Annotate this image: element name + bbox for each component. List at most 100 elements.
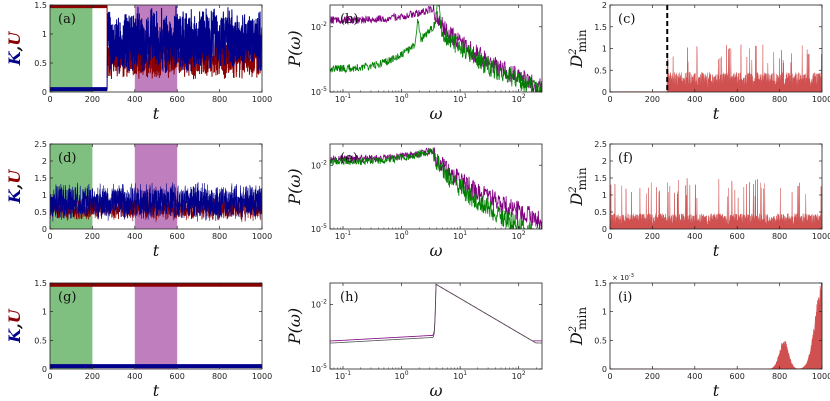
x-tick-label-exp: 1 [463, 370, 467, 377]
x-tick-label-base: 10 [395, 95, 405, 104]
x-tick-label: 400 [127, 232, 142, 241]
y-tick-label: 0.5 [594, 336, 607, 345]
panel-label: (e) [340, 151, 358, 166]
y-axis-label: P(ω) [285, 308, 304, 345]
x-tick-label: 1000 [812, 372, 830, 381]
axes-frame [49, 4, 263, 93]
x-tick-label: 600 [730, 232, 745, 241]
x-tick-label: 800 [212, 372, 227, 381]
x-tick-label: 800 [212, 95, 227, 104]
x-tick-label-base: 10 [453, 232, 463, 241]
panel-a: 0 200 400 600 800 1000 0 0.5 1 1.5 (a) t K,U [5, 1, 272, 123]
panel-g-plot [50, 283, 262, 369]
x-tick-label: 600 [730, 372, 745, 381]
spectrum-green-line [330, 147, 541, 229]
x-tick-label-base: 10 [335, 372, 345, 381]
y-label-sep: , [5, 184, 24, 191]
x-tick-label: 400 [687, 232, 702, 241]
y-tick-label-exp: -2 [321, 21, 327, 28]
y-label-sep: , [5, 46, 24, 53]
axes-frame [329, 4, 543, 93]
x-tick-label: 0 [47, 95, 52, 104]
y-label-U: U [5, 31, 24, 46]
y-axis-label: P(ω) [285, 30, 304, 67]
y-tick-label: 1.5 [34, 174, 47, 183]
x-tick-label: 102 [512, 93, 526, 104]
y-tick-label: 1.5 [594, 23, 607, 32]
panel-h-plot [330, 283, 542, 344]
y-tick-label: 0.5 [594, 208, 607, 217]
x-tick-label: 400 [127, 95, 142, 104]
y-tick-label: 1.5 [34, 279, 47, 288]
x-tick-label: 200 [85, 95, 100, 104]
panel-d-plot [50, 144, 262, 229]
band-green [50, 283, 93, 369]
x-tick-label: 101 [453, 230, 467, 241]
band-green [50, 5, 93, 92]
x-axis-label: t [153, 104, 160, 123]
y-tick-label: 1.5 [34, 1, 47, 10]
y-tick-label: 10-5 [311, 223, 327, 234]
panel-g: 0 200 400 600 800 1000 0 0.5 1 1.5 (g) t K,U [5, 279, 272, 400]
y-tick-label: 0 [42, 365, 47, 374]
y-tick-label: 0 [602, 365, 607, 374]
x-tick-label: 800 [772, 232, 787, 241]
x-tick-label: 1000 [252, 372, 272, 381]
x-tick-label: 800 [772, 372, 787, 381]
y-label-sub: min [575, 307, 589, 330]
x-tick-label: 1000 [252, 95, 272, 104]
x-tick-label: 200 [645, 95, 660, 104]
y-tick-label: 0.5 [594, 66, 607, 75]
y-tick-label-exp: -2 [321, 159, 327, 166]
panel-label: (c) [618, 12, 635, 27]
panel-label: (b) [340, 12, 358, 27]
y-tick-label: 2 [602, 157, 607, 166]
y-label-base: D [567, 55, 586, 69]
y-axis-label: K,U [5, 308, 24, 343]
y-tick-label: 0.5 [34, 208, 47, 217]
y-axis-label: D2min [567, 307, 589, 346]
x-tick-label: 0 [47, 372, 52, 381]
x-tick-label: 10-1 [335, 230, 351, 241]
x-tick-label: 800 [212, 232, 227, 241]
x-tick-label: 400 [127, 372, 142, 381]
y-tick-label: 0 [42, 225, 47, 234]
y-label-K: K [5, 50, 24, 66]
y-tick-label: 0.5 [34, 59, 47, 68]
x-tick-label-base: 10 [512, 372, 522, 381]
y-scale-base: × 10 [612, 274, 629, 282]
y-tick-label: 10-2 [311, 299, 327, 310]
x-tick-label: 200 [85, 372, 100, 381]
y-axis-label: K,U [5, 169, 24, 204]
x-tick-label: 800 [772, 95, 787, 104]
x-tick-label-base: 10 [335, 95, 345, 104]
band-purple [134, 283, 178, 369]
y-tick-label-exp: -5 [321, 86, 327, 93]
y-label-K: K [5, 188, 24, 204]
panel-d: 0 200 400 600 800 1000 0 0.5 1 1.5 2 2.5 (d) t K,U [5, 140, 272, 260]
x-tick-label: 1000 [812, 95, 830, 104]
x-axis-label: t [713, 104, 720, 123]
y-label-sub: min [575, 29, 589, 52]
x-tick-label-exp: 0 [405, 230, 409, 237]
y-tick-label: 10-2 [311, 21, 327, 32]
spectrum-gray-line [330, 283, 542, 344]
y-tick-label: 2.5 [34, 140, 47, 149]
y-tick-label: 0 [602, 225, 607, 234]
x-tick-label-base: 10 [512, 95, 522, 104]
d2min-area [610, 283, 822, 369]
axes-frame [49, 143, 263, 230]
x-tick-label: 600 [170, 372, 185, 381]
x-tick-label-exp: 0 [405, 370, 409, 377]
x-axis-label: ω [429, 104, 442, 123]
y-tick-label: 1 [602, 45, 607, 54]
panel-i-plot [610, 283, 822, 369]
y-tick-label-exp: -2 [321, 299, 327, 306]
x-tick-label: 101 [453, 370, 467, 381]
x-tick-label-base: 10 [512, 232, 522, 241]
y-tick-label: 10-5 [311, 363, 327, 374]
y-tick-label: 1.5 [594, 279, 607, 288]
